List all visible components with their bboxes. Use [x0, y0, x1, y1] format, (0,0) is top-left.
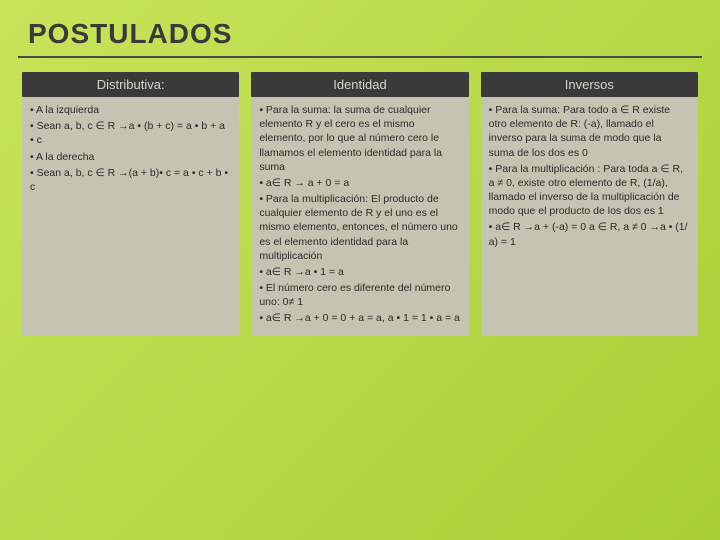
list-item: • Para la suma: la suma de cualquier ele…: [259, 103, 460, 174]
list-item: • a∈ R → a + 0 = a: [259, 176, 460, 190]
list-item: • Para la multiplicación : Para toda a ∈…: [489, 162, 690, 219]
list-item: • a∈ R →a • 1 = a: [259, 265, 460, 279]
list-item: • El número cero es diferente del número…: [259, 281, 460, 309]
column-identidad: Identidad • Para la suma: la suma de cua…: [251, 72, 468, 336]
page-title: POSTULADOS: [0, 0, 720, 56]
list-item: • Para la suma: Para todo a ∈ R existe o…: [489, 103, 690, 160]
list-item: • Para la multiplicación: El producto de…: [259, 192, 460, 263]
column-distributiva: Distributiva: • A la izquierda • Sean a,…: [22, 72, 239, 336]
column-header: Distributiva:: [22, 72, 239, 97]
list-item: • A la derecha: [30, 150, 231, 164]
list-item: • A la izquierda: [30, 103, 231, 117]
column-body: • A la izquierda • Sean a, b, c ∈ R →a •…: [22, 97, 239, 336]
list-item: • a∈ R →a + (-a) = 0 a ∈ R, a ≠ 0 →a • (…: [489, 220, 690, 248]
list-item: • Sean a, b, c ∈ R →a • (b + c) = a • b …: [30, 119, 231, 147]
columns-container: Distributiva: • A la izquierda • Sean a,…: [0, 72, 720, 336]
column-body: • Para la suma: Para todo a ∈ R existe o…: [481, 97, 698, 336]
column-inversos: Inversos • Para la suma: Para todo a ∈ R…: [481, 72, 698, 336]
column-header: Identidad: [251, 72, 468, 97]
column-header: Inversos: [481, 72, 698, 97]
list-item: • Sean a, b, c ∈ R →(a + b)• c = a • c +…: [30, 166, 231, 194]
list-item: • a∈ R →a + 0 = 0 + a = a, a • 1 = 1 • a…: [259, 311, 460, 325]
title-rule: [18, 56, 702, 58]
column-body: • Para la suma: la suma de cualquier ele…: [251, 97, 468, 336]
